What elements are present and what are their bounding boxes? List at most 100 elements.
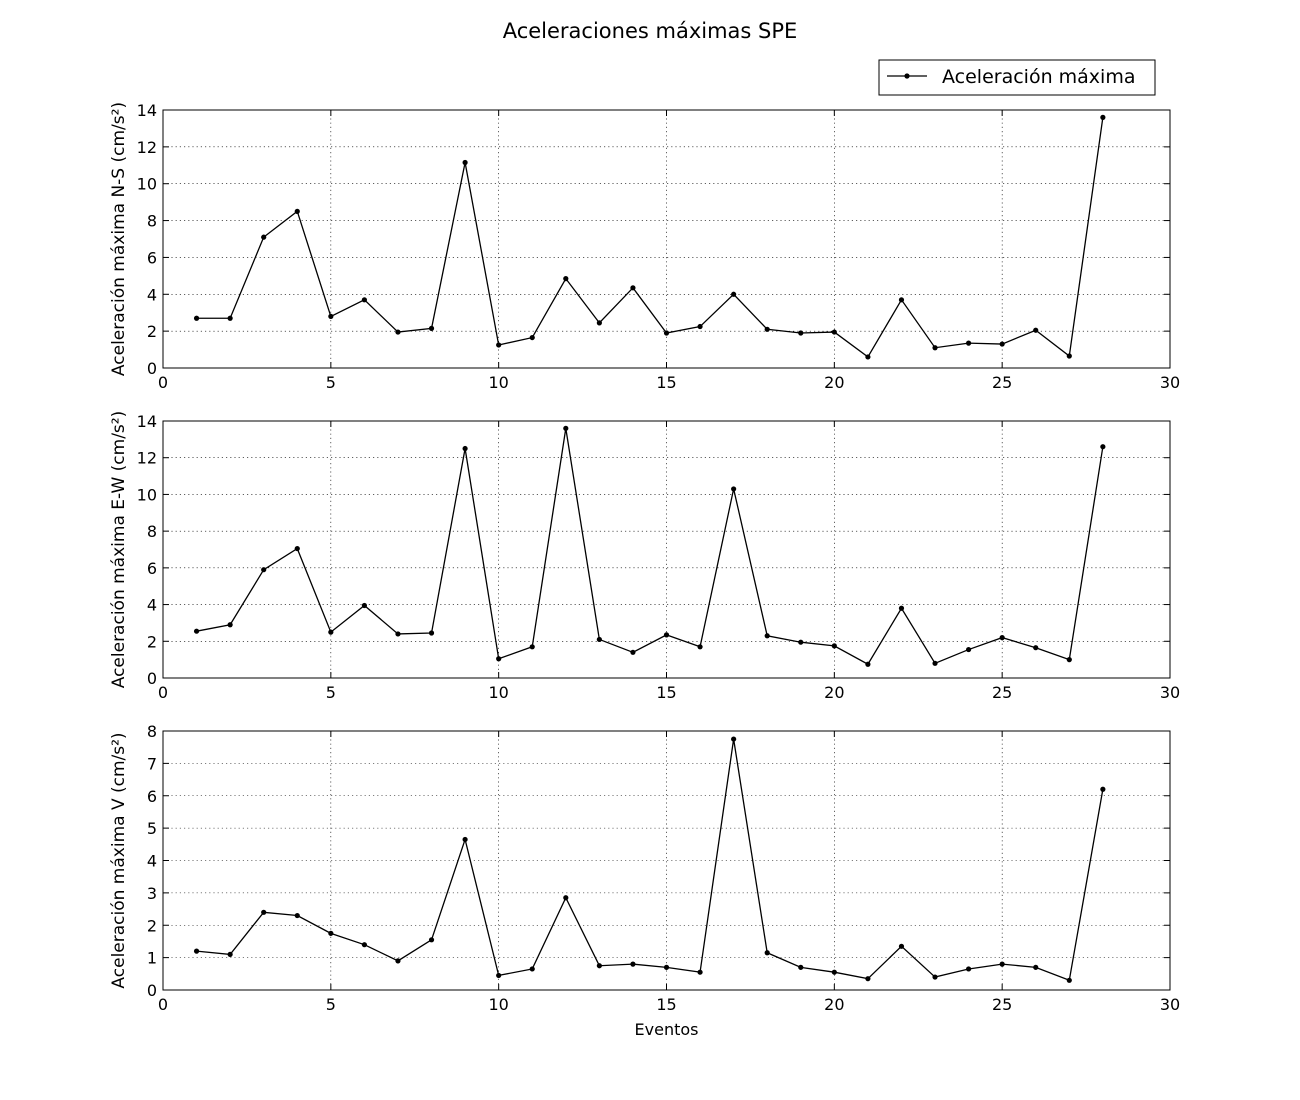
ns-xtick-label-2: 10 [488, 373, 508, 392]
v-point-20 [831, 969, 837, 975]
v-point-26 [1033, 964, 1039, 970]
ns-xtick-label-5: 25 [992, 373, 1012, 392]
v-ytick-label-2: 2 [147, 916, 157, 935]
ew-ytick-label-2: 4 [147, 596, 157, 615]
ew-point-16 [697, 644, 703, 650]
ew-point-8 [428, 630, 435, 636]
ns-point-6 [361, 297, 367, 303]
ew-point-23 [932, 660, 938, 666]
ns-point-16 [697, 323, 703, 330]
v-point-15 [663, 964, 670, 970]
subplot-ns: 0 5 10 15 20 25 30 0 2 4 6 8 10 12 14 Aceleración máxim… [109, 101, 1180, 392]
v-xtick-label-2: 10 [488, 995, 508, 1014]
ew-point-20 [831, 643, 837, 649]
ew-point-26 [1033, 645, 1039, 651]
v-point-5 [328, 930, 334, 936]
ns-point-14 [630, 285, 636, 291]
subplot-ew: 0 5 10 15 20 25 30 0 2 4 6 8 10 12 14 Aceleración máxim… [109, 411, 1180, 702]
ns-point-24 [966, 340, 972, 346]
v-series-line-0 [196, 738, 1104, 982]
legend-label: Aceleración máxima [942, 66, 1135, 88]
v-ytick-label-5: 5 [147, 819, 157, 838]
ew-xtick-label-0: 0 [158, 683, 168, 702]
ew-point-9 [462, 445, 468, 452]
ns-point-17 [731, 291, 737, 297]
ns-point-15 [663, 330, 670, 336]
v-point-25 [999, 961, 1005, 967]
v-point-17 [731, 736, 737, 742]
v-axes-frame [162, 730, 1171, 991]
legend: Aceleración máxima [878, 59, 1156, 96]
ew-xtick-label-4: 20 [824, 683, 844, 702]
ns-ytick-label-2: 4 [147, 285, 157, 304]
v-ylabel: Aceleración máxima V (cm/s²) [109, 732, 129, 988]
v-ytick-label-4: 4 [147, 852, 157, 871]
ns-ytick-label-5: 10 [137, 175, 157, 194]
ew-xtick-label-2: 10 [488, 683, 508, 702]
v-point-7 [395, 958, 401, 964]
v-xtick-label-6: 30 [1160, 995, 1180, 1014]
v-xlabel: Eventos [635, 1020, 699, 1039]
v-xtick-label-4: 20 [824, 995, 844, 1014]
ns-point-9 [462, 159, 468, 166]
ns-xtick-label-3: 15 [656, 373, 676, 392]
v-ytick-label-0: 0 [147, 981, 157, 1000]
ns-point-11 [529, 334, 535, 341]
v-point-18 [764, 950, 770, 956]
ew-ylabel: Aceleración máxima E-W (cm/s²) [109, 411, 129, 689]
ns-point-5 [328, 313, 334, 319]
ew-ytick-label-7: 14 [137, 412, 157, 431]
ew-point-17 [731, 486, 737, 492]
ew-point-22 [898, 605, 905, 611]
v-ytick-label-6: 6 [147, 787, 157, 806]
ns-point-7 [395, 329, 401, 335]
ew-point-28 [1100, 444, 1106, 450]
subplot-v: 0 5 10 15 20 25 30 0 1 2 3 4 5 6 7 8 Aceleración máxima … [109, 722, 1180, 1039]
ns-ylabel: Aceleración máxima N-S (cm/s²) [109, 102, 129, 376]
ns-xtick-label-0: 0 [158, 373, 168, 392]
ns-point-1 [193, 315, 200, 321]
ns-point-22 [898, 297, 905, 303]
ew-point-24 [966, 646, 972, 653]
v-ytick-label-3: 3 [147, 884, 157, 903]
v-point-3 [261, 909, 267, 915]
v-point-28 [1100, 786, 1106, 792]
ns-point-19 [798, 330, 804, 336]
v-point-24 [966, 966, 972, 972]
v-xtick-label-0: 0 [158, 995, 168, 1014]
ns-ytick-label-0: 0 [147, 359, 157, 378]
v-ytick-label-8: 8 [147, 722, 157, 741]
ns-point-28 [1100, 114, 1106, 120]
v-point-27 [1066, 977, 1072, 983]
ns-point-10 [496, 342, 502, 348]
ns-point-25 [999, 341, 1005, 347]
ew-point-5 [328, 629, 334, 635]
ew-ytick-label-5: 10 [137, 485, 157, 504]
figure-title: Aceleraciones máximas SPE [503, 19, 798, 43]
ns-point-27 [1066, 353, 1072, 359]
ns-point-13 [596, 320, 602, 326]
v-xtick-label-3: 15 [656, 995, 676, 1014]
ew-xtick-label-3: 15 [656, 683, 676, 702]
v-point-23 [932, 974, 938, 980]
ns-ytick-label-1: 2 [147, 322, 157, 341]
ew-point-11 [529, 644, 535, 650]
v-point-9 [462, 836, 468, 843]
v-point-8 [428, 937, 435, 943]
ew-ytick-label-6: 12 [137, 449, 157, 468]
ns-ytick-label-6: 12 [137, 138, 157, 157]
v-point-1 [193, 948, 200, 954]
ew-point-14 [630, 649, 636, 655]
ns-point-26 [1033, 327, 1039, 333]
ew-point-15 [663, 632, 670, 638]
legend-frame [878, 59, 1156, 96]
v-ytick-label-7: 7 [147, 754, 157, 773]
ns-xtick-label-4: 20 [824, 373, 844, 392]
v-point-14 [630, 961, 636, 967]
v-point-4 [294, 912, 300, 919]
ns-point-3 [261, 234, 267, 240]
ew-point-3 [261, 567, 267, 573]
ew-ytick-label-1: 2 [147, 632, 157, 651]
